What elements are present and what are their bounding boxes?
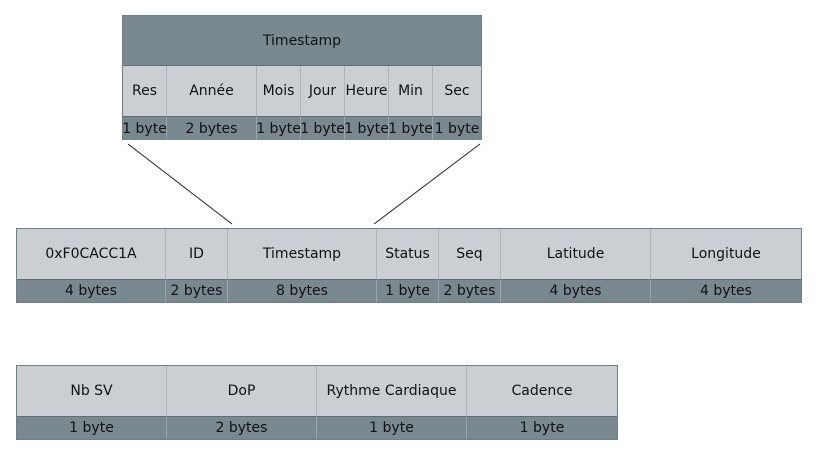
field-mois-size: 1 byte — [256, 116, 301, 140]
field-heure-label: Heure — [345, 66, 389, 116]
field-latitude-size: 4 bytes — [501, 279, 651, 302]
field-dop-label: DoP — [167, 366, 317, 416]
frame-row-1-table: 0xF0CACC1A ID Timestamp Status Seq Latit… — [16, 228, 802, 303]
field-rythme-cardiaque-size: 1 byte — [317, 416, 467, 439]
field-res-size: 1 byte — [122, 116, 167, 140]
field-jour-size: 1 byte — [300, 116, 345, 140]
frame-row-2-table: Nb SV DoP Rythme Cardiaque Cadence 1 byt… — [16, 365, 618, 440]
field-status-size: 1 byte — [377, 279, 439, 302]
field-id-size: 2 bytes — [166, 279, 228, 302]
field-latitude-label: Latitude — [501, 229, 651, 279]
field-longitude-label: Longitude — [691, 246, 761, 262]
frame-row-2-size-row: 1 byte 2 bytes 1 byte 1 byte — [17, 416, 617, 439]
field-timestamp-label: Timestamp — [228, 229, 377, 279]
field-rythme-cardiaque-label: Rythme Cardiaque — [317, 366, 467, 416]
field-seq-size: 2 bytes — [439, 279, 501, 302]
field-timestamp-size: 8 bytes — [228, 279, 377, 302]
connector-line-left — [127, 143, 233, 225]
field-annee-size: 2 bytes — [167, 116, 257, 140]
field-dop-size: 2 bytes — [167, 416, 317, 439]
timestamp-detail-header: Timestamp — [123, 16, 481, 66]
field-nbsv-label: Nb SV — [17, 366, 167, 416]
field-min-size: 1 byte — [388, 116, 433, 140]
timestamp-detail-title: Timestamp — [262, 32, 342, 49]
field-heure-size: 1 byte — [344, 116, 389, 140]
frame-row-1-label-row: 0xF0CACC1A ID Timestamp Status Seq Latit… — [17, 229, 801, 279]
field-sync-label: 0xF0CACC1A — [17, 229, 166, 279]
timestamp-detail-label-row: Res Année Mois Jour Heure Min Sec — [123, 66, 481, 116]
field-seq-label: Seq — [439, 229, 501, 279]
field-status-label: Status — [377, 229, 439, 279]
connector-line-right — [373, 143, 481, 225]
field-mois-label: Mois — [257, 66, 301, 116]
field-cadence-size: 1 byte — [467, 416, 617, 439]
field-sec-label: Sec — [444, 83, 470, 99]
field-sec-size: 1 byte — [433, 116, 481, 140]
frame-row-2-label-row: Nb SV DoP Rythme Cardiaque Cadence — [17, 366, 617, 416]
timestamp-detail-table: Timestamp Res Année Mois Jour Heure Min … — [122, 15, 482, 140]
field-nbsv-size: 1 byte — [17, 416, 167, 439]
timestamp-detail-size-row: 1 byte 2 bytes 1 byte 1 byte 1 byte 1 by… — [122, 116, 481, 140]
field-sync-size: 4 bytes — [17, 279, 166, 302]
frame-row-1-size-row: 4 bytes 2 bytes 8 bytes 1 byte 2 bytes 4… — [17, 279, 801, 302]
field-res-label: Res — [123, 66, 167, 116]
field-longitude-size: 4 bytes — [651, 279, 801, 302]
field-annee-label: Année — [167, 66, 257, 116]
field-id-label: ID — [166, 229, 228, 279]
field-min-label: Min — [389, 66, 433, 116]
field-jour-label: Jour — [301, 66, 345, 116]
field-cadence-label: Cadence — [511, 383, 573, 399]
